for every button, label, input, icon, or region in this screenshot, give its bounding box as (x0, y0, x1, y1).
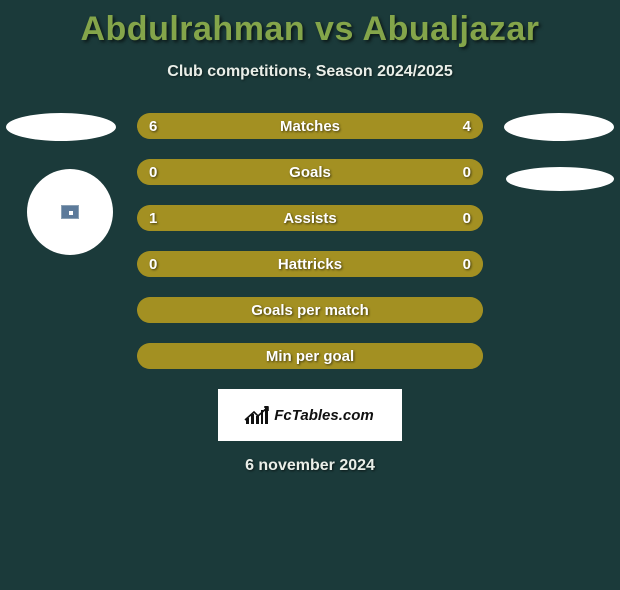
stat-bar-left-fill (137, 205, 397, 231)
subtitle: Club competitions, Season 2024/2025 (0, 63, 620, 81)
stat-row: Assists10 (137, 205, 483, 231)
stat-row: Matches64 (137, 113, 483, 139)
stat-row: Goals per match (137, 297, 483, 323)
chart-icon (246, 406, 268, 424)
stat-row: Min per goal (137, 343, 483, 369)
stat-bar-right-fill (397, 205, 484, 231)
stat-bar-left-fill (137, 297, 483, 323)
source-logo-text: FcTables.com (274, 407, 373, 424)
player-right-badge-2 (506, 167, 614, 191)
stat-bar-left-fill (137, 113, 345, 139)
player-left-badge (6, 113, 116, 141)
source-logo: FcTables.com (218, 389, 402, 441)
avatar (27, 169, 113, 255)
date-label: 6 november 2024 (0, 457, 620, 475)
player-right-badge (504, 113, 614, 141)
stat-row: Goals00 (137, 159, 483, 185)
avatar-placeholder-icon (61, 205, 79, 219)
comparison-panel: Matches64 Goals00 Assists10 Hattricks00 Goal… (0, 113, 620, 475)
stat-row: Hattricks00 (137, 251, 483, 277)
stat-bar-left-fill (137, 251, 483, 277)
page-title: Abdulrahman vs Abualjazar (0, 10, 620, 49)
stat-bars: Matches64 Goals00 Assists10 Hattricks00 Goal… (137, 113, 483, 369)
stat-bar-left-fill (137, 343, 483, 369)
stat-bar-left-fill (137, 159, 483, 185)
stat-bar-right-fill (345, 113, 483, 139)
